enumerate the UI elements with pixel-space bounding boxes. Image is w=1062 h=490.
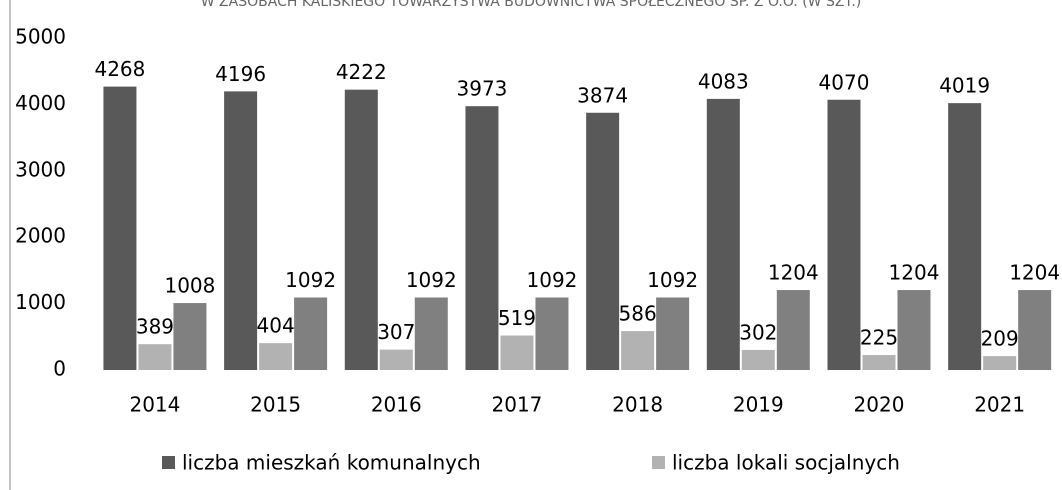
legend-label: liczba mieszkań komunalnych bbox=[182, 451, 481, 475]
data-label: 3973 bbox=[457, 77, 508, 101]
bar bbox=[294, 297, 328, 370]
y-tick-label: 1000 bbox=[15, 290, 66, 314]
data-label: 389 bbox=[136, 315, 174, 339]
x-tick-label: 2014 bbox=[129, 393, 180, 417]
bar bbox=[776, 290, 810, 370]
data-label: 1204 bbox=[889, 261, 940, 285]
bar bbox=[983, 356, 1017, 370]
chart-title: W ZASOBACH KALISKIEGO TOWARZYSTWA BUDOWN… bbox=[201, 0, 861, 10]
data-label: 3874 bbox=[577, 83, 628, 107]
legend-swatch bbox=[162, 456, 175, 469]
bar bbox=[500, 335, 534, 370]
data-label: 4070 bbox=[819, 70, 870, 94]
x-tick-label: 2021 bbox=[974, 393, 1025, 417]
bar bbox=[656, 297, 690, 370]
data-label: 1092 bbox=[406, 268, 457, 292]
legend-swatch bbox=[652, 456, 665, 469]
bar bbox=[862, 355, 896, 370]
data-label: 519 bbox=[498, 306, 536, 330]
legend-label: liczba lokali socjalnych bbox=[672, 451, 900, 475]
y-tick-label: 2000 bbox=[15, 224, 66, 248]
data-label: 4222 bbox=[336, 60, 387, 84]
bar bbox=[948, 103, 982, 370]
bar bbox=[259, 343, 293, 370]
data-label: 225 bbox=[860, 326, 898, 350]
bar bbox=[138, 344, 172, 370]
data-label: 1092 bbox=[285, 268, 336, 292]
data-label: 1008 bbox=[164, 274, 215, 298]
y-tick-label: 5000 bbox=[15, 25, 66, 49]
y-tick-label: 0 bbox=[53, 357, 66, 381]
x-tick-label: 2017 bbox=[492, 393, 543, 417]
bar bbox=[535, 297, 569, 370]
data-label: 1092 bbox=[527, 268, 578, 292]
data-label: 4268 bbox=[94, 57, 145, 81]
bar bbox=[741, 349, 775, 370]
data-label: 4083 bbox=[698, 69, 749, 93]
bar bbox=[706, 98, 740, 371]
bar bbox=[827, 99, 861, 370]
bar bbox=[103, 86, 137, 370]
y-tick-label: 3000 bbox=[15, 157, 66, 181]
bar bbox=[465, 106, 499, 370]
x-tick-label: 2016 bbox=[371, 393, 422, 417]
data-label: 1092 bbox=[647, 268, 698, 292]
data-label: 1204 bbox=[1009, 261, 1060, 285]
y-tick-label: 4000 bbox=[15, 91, 66, 115]
data-label: 4196 bbox=[215, 62, 266, 86]
data-label: 586 bbox=[619, 302, 657, 326]
data-label: 209 bbox=[981, 327, 1019, 351]
bar bbox=[586, 112, 620, 370]
data-label: 4019 bbox=[939, 74, 990, 98]
bar bbox=[173, 303, 207, 370]
data-label: 404 bbox=[257, 314, 295, 338]
bar bbox=[897, 290, 931, 370]
bar bbox=[621, 331, 655, 370]
data-label: 307 bbox=[377, 320, 415, 344]
bar bbox=[224, 91, 258, 371]
bar bbox=[414, 297, 448, 370]
data-label: 302 bbox=[739, 320, 777, 344]
x-tick-label: 2020 bbox=[854, 393, 905, 417]
bar bbox=[344, 89, 378, 370]
bar bbox=[1018, 290, 1052, 370]
data-label: 1204 bbox=[768, 261, 819, 285]
bar bbox=[379, 349, 413, 370]
x-tick-label: 2018 bbox=[612, 393, 663, 417]
x-tick-label: 2019 bbox=[733, 393, 784, 417]
x-tick-label: 2015 bbox=[250, 393, 301, 417]
